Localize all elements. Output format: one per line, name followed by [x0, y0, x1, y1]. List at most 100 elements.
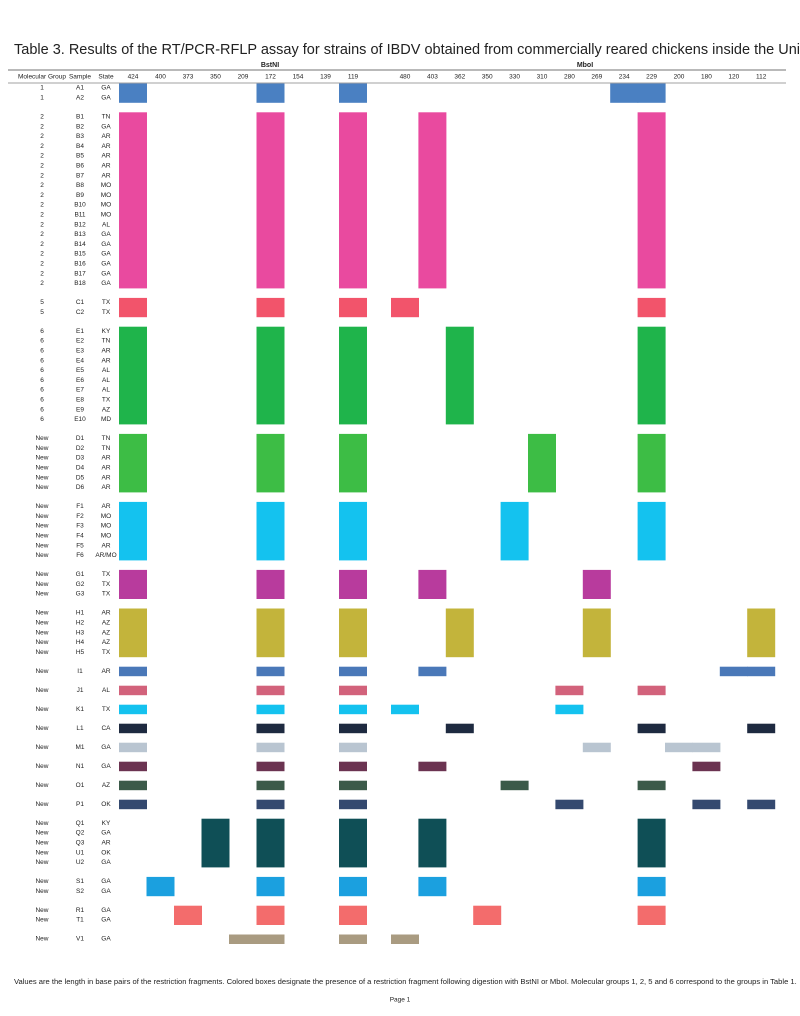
- fragment-box: [256, 112, 285, 289]
- state-cell: GA: [101, 917, 111, 924]
- state-cell: AR: [101, 503, 110, 510]
- group-cell: New: [35, 629, 48, 636]
- sample-cell: D5: [76, 474, 85, 481]
- group-cell: 2: [40, 231, 44, 238]
- group-cell: 2: [40, 153, 44, 160]
- sample-cell: C1: [76, 299, 85, 306]
- fragment-box: [256, 326, 285, 425]
- column-label: 373: [183, 74, 194, 81]
- state-cell: AR: [101, 153, 110, 160]
- group-cell: 2: [40, 163, 44, 170]
- fragment-box: [256, 818, 285, 868]
- fragment-box: [256, 608, 285, 658]
- enzyme-label: BstNI: [261, 62, 279, 69]
- sample-cell: B12: [74, 221, 86, 228]
- fragment-box: [692, 742, 721, 753]
- sample-cell: M1: [75, 744, 84, 751]
- fragment-box: [719, 666, 748, 677]
- fragment-box: [119, 608, 147, 658]
- group-cell: 5: [40, 299, 44, 306]
- state-cell: AR: [101, 163, 110, 170]
- group-cell: New: [35, 552, 48, 559]
- state-cell: TN: [102, 338, 111, 345]
- sample-cell: G1: [76, 571, 85, 578]
- fragment-box: [637, 83, 666, 103]
- state-cell: TX: [102, 591, 111, 598]
- fragment-box: [339, 112, 367, 289]
- sample-cell: L1: [76, 725, 84, 732]
- group-cell: New: [35, 513, 48, 520]
- group-cell: New: [35, 503, 48, 510]
- state-cell: AR: [101, 542, 110, 549]
- state-cell: MO: [101, 192, 111, 199]
- sample-cell: J1: [77, 687, 84, 694]
- state-cell: AZ: [102, 629, 110, 636]
- fragment-box: [528, 433, 556, 493]
- state-cell: MD: [101, 416, 111, 423]
- state-cell: TN: [102, 445, 111, 452]
- column-label: 400: [155, 74, 166, 81]
- header-group: Molecular Group: [18, 74, 66, 81]
- sample-cell: B15: [74, 251, 86, 258]
- state-cell: TN: [102, 435, 111, 442]
- state-cell: GA: [101, 251, 111, 258]
- group-cell: 6: [40, 357, 44, 364]
- sample-cell: A2: [76, 95, 84, 102]
- sample-cell: F5: [76, 542, 84, 549]
- group-cell: 6: [40, 416, 44, 423]
- state-cell: TX: [102, 571, 111, 578]
- state-cell: GA: [101, 261, 111, 268]
- column-label: 120: [728, 74, 739, 81]
- state-cell: GA: [101, 878, 111, 885]
- fragment-box: [665, 742, 693, 753]
- fragment-box: [146, 876, 175, 897]
- fragment-box: [119, 780, 147, 791]
- group-cell: New: [35, 687, 48, 694]
- fragment-box: [256, 666, 285, 677]
- fragment-box: [339, 501, 367, 561]
- sample-cell: F6: [76, 552, 84, 559]
- fragment-box: [582, 742, 611, 753]
- sample-cell: R1: [76, 907, 85, 914]
- group-cell: 2: [40, 280, 44, 287]
- sample-cell: A1: [76, 85, 84, 92]
- group-cell: 6: [40, 367, 44, 374]
- state-cell: GA: [101, 123, 111, 130]
- fragment-box: [256, 799, 285, 810]
- sample-cell: E8: [76, 397, 84, 404]
- sample-cell: E1: [76, 328, 84, 335]
- sample-cell: S2: [76, 888, 84, 895]
- sample-cell: B6: [76, 163, 84, 170]
- fragment-box: [692, 761, 721, 772]
- group-cell: New: [35, 820, 48, 827]
- fragment-box: [339, 569, 367, 599]
- sample-cell: H4: [76, 639, 85, 646]
- sample-cell: B8: [76, 182, 84, 189]
- state-cell: MO: [101, 533, 111, 540]
- column-label: 229: [646, 74, 657, 81]
- group-cell: 6: [40, 387, 44, 394]
- sample-cell: E7: [76, 387, 84, 394]
- state-cell: AR: [101, 474, 110, 481]
- state-cell: AR: [101, 172, 110, 179]
- fragment-box: [747, 666, 776, 677]
- sample-cell: B3: [76, 133, 84, 140]
- group-cell: 2: [40, 172, 44, 179]
- state-cell: GA: [101, 270, 111, 277]
- sample-cell: B10: [74, 202, 86, 209]
- sample-cell: H5: [76, 649, 85, 656]
- state-cell: AZ: [102, 782, 110, 789]
- state-cell: AR: [101, 133, 110, 140]
- group-cell: New: [35, 591, 48, 598]
- sample-cell: B2: [76, 123, 84, 130]
- fragment-box: [119, 704, 147, 715]
- state-cell: MO: [101, 513, 111, 520]
- sample-cell: I1: [77, 668, 83, 675]
- column-label: 234: [619, 74, 630, 81]
- fragment-box: [256, 905, 285, 925]
- fragment-box: [418, 112, 447, 289]
- group-cell: New: [35, 571, 48, 578]
- fragment-box: [339, 433, 367, 493]
- fragment-box: [339, 685, 367, 696]
- column-label: 350: [210, 74, 221, 81]
